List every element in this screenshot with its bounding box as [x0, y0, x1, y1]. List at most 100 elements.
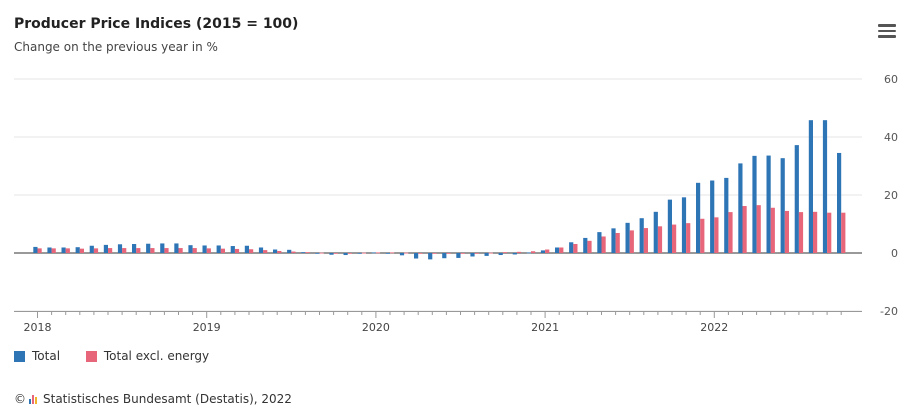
bar-excl-energy [93, 248, 99, 253]
y-tick-label: 60 [884, 73, 898, 86]
x-tick-label: 2021 [531, 321, 559, 334]
bar-total [456, 253, 461, 258]
bar-total [555, 247, 560, 253]
bar-chart: 60 40 20 0 -20 2018 2019 2020 2021 2022 [14, 73, 898, 334]
bar-excl-energy [65, 248, 70, 253]
bar-excl-energy [615, 232, 620, 253]
chart-legend: Total Total excl. energy [14, 349, 231, 365]
bar-total [583, 237, 588, 253]
bar-total [230, 246, 235, 253]
bar-excl-energy [220, 248, 225, 253]
y-tick-label: 40 [884, 131, 898, 144]
bar-excl-energy [432, 253, 437, 254]
bar-total [385, 253, 390, 254]
bar-excl-energy [516, 251, 522, 253]
bar-excl-energy [798, 212, 804, 253]
hamburger-menu-icon[interactable] [878, 24, 896, 38]
bar-excl-energy [333, 253, 338, 254]
bar-total [738, 163, 743, 253]
bar-excl-energy [249, 249, 254, 253]
x-tick-label: 2020 [362, 321, 390, 334]
bar-total [399, 253, 405, 256]
bar-excl-energy [122, 248, 127, 253]
bar-excl-energy [305, 252, 310, 253]
bar-total [188, 245, 193, 253]
bar-excl-energy [545, 249, 550, 253]
bar-total [611, 228, 616, 253]
bar-excl-energy [601, 236, 606, 253]
copyright-symbol: © [14, 392, 26, 406]
legend-item-excl-energy[interactable]: Total excl. energy [85, 349, 209, 363]
bar-total [780, 158, 785, 253]
bar-total [808, 120, 813, 254]
bar-total [301, 252, 306, 253]
bar-total [822, 120, 828, 254]
bar-excl-energy [37, 248, 42, 253]
bar-total [625, 222, 630, 253]
bar-total [639, 218, 644, 253]
bar-excl-energy [347, 253, 352, 254]
y-tick-label: 20 [884, 189, 898, 202]
bar-total [75, 247, 80, 253]
chart-title: Producer Price Indices (2015 = 100) [14, 16, 299, 32]
bar-excl-energy [108, 248, 113, 253]
bar-excl-energy [361, 252, 366, 254]
bar-total [329, 253, 334, 255]
bar-total [343, 253, 348, 256]
bar-total [33, 246, 38, 253]
bar-excl-energy [657, 226, 663, 253]
bar-total [357, 253, 362, 254]
y-tick-label: 0 [891, 247, 898, 260]
bar-excl-energy [587, 240, 592, 253]
bar-excl-energy [531, 251, 536, 253]
bar-total [244, 245, 249, 253]
bar-total [484, 253, 489, 256]
bar-excl-energy [714, 217, 719, 253]
source-note: © Statistisches Bundesamt (Destatis), 20… [14, 392, 292, 406]
bar-excl-energy [672, 224, 677, 253]
bar-total [216, 245, 221, 253]
bar-total [371, 252, 376, 254]
legend-item-total[interactable]: Total [14, 349, 60, 363]
bar-excl-energy [51, 248, 56, 253]
legend-label-total: Total [32, 349, 61, 363]
bar-excl-energy [404, 252, 409, 254]
bar-excl-energy [136, 248, 141, 253]
bar-excl-energy [686, 223, 691, 253]
bar-total [89, 245, 94, 253]
x-tick-label: 2018 [24, 321, 52, 334]
bar-excl-energy [319, 252, 324, 254]
bar-excl-energy [502, 252, 507, 253]
bar-total [47, 247, 52, 253]
bar-total [160, 243, 165, 253]
bar-total [146, 243, 151, 253]
bar-excl-energy [728, 212, 733, 253]
source-text: Statistisches Bundesamt (Destatis), 2022 [43, 392, 292, 406]
x-tick-label: 2022 [700, 321, 728, 334]
bar-total [837, 152, 842, 253]
bar-excl-energy [390, 252, 395, 254]
bar-excl-energy [813, 211, 818, 253]
bar-total [794, 145, 799, 253]
bar-excl-energy [841, 212, 846, 253]
bar-total [442, 253, 447, 259]
bar-total [414, 253, 419, 259]
bar-total [202, 245, 207, 253]
bar-total [710, 180, 715, 253]
bar-total [667, 199, 672, 253]
bar-total [315, 253, 320, 254]
bar-total [117, 244, 123, 253]
bar-total [653, 211, 658, 253]
bar-excl-energy [474, 253, 479, 254]
bar-total [724, 177, 729, 253]
bar-total [696, 182, 701, 253]
bar-excl-energy [446, 253, 451, 254]
y-tick-label: -20 [880, 305, 898, 318]
bar-excl-energy [488, 252, 493, 254]
bar-total [766, 155, 771, 253]
bar-excl-energy [192, 248, 197, 253]
bar-excl-energy [206, 248, 211, 253]
bar-total [526, 252, 531, 254]
legend-swatch-total [14, 350, 25, 362]
bar-excl-energy [418, 253, 423, 254]
